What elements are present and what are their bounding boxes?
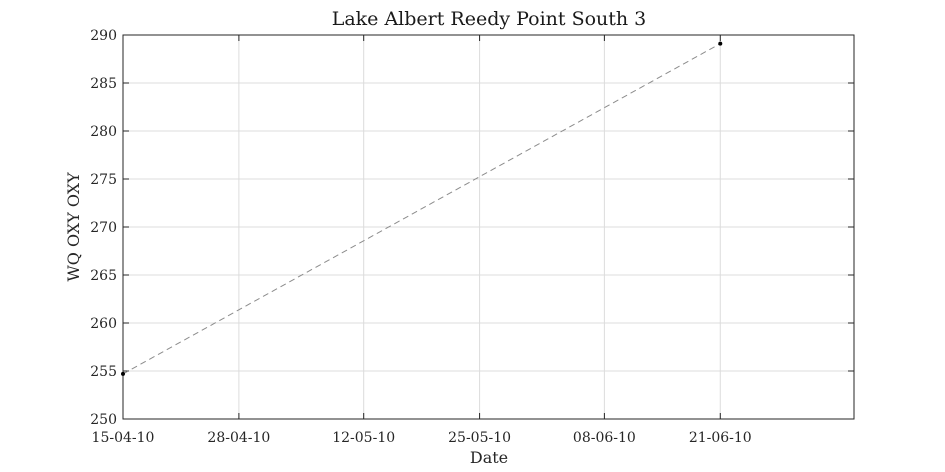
- y-tick-label: 285: [90, 76, 117, 92]
- x-tick-label: 15-04-10: [92, 430, 155, 446]
- x-tick-label: 25-05-10: [448, 430, 511, 446]
- y-axis-label: WQ OXY OXY: [64, 172, 83, 282]
- x-tick-label: 12-05-10: [332, 430, 395, 446]
- y-tick-label: 255: [90, 364, 117, 380]
- y-tick-label: 260: [90, 316, 117, 332]
- y-tick-label: 280: [90, 124, 117, 140]
- series-line: [122, 43, 721, 375]
- y-tick-label: 265: [90, 268, 117, 284]
- y-tick-label: 270: [90, 220, 117, 236]
- x-tick-label: 08-06-10: [573, 430, 636, 446]
- data-point: [718, 41, 723, 46]
- x-tick-label: 28-04-10: [207, 430, 270, 446]
- series-layer: [121, 41, 723, 376]
- x-tick-label: 21-06-10: [689, 430, 752, 446]
- chart-title: Lake Albert Reedy Point South 3: [332, 8, 647, 30]
- axis-ticks: 250 255 260 265 270 275 280 285 290 15-04-10 28-04…: [90, 28, 854, 446]
- y-tick-label: 250: [90, 412, 117, 428]
- y-tick-label: 290: [90, 28, 117, 44]
- x-axis-label: Date: [470, 448, 508, 467]
- data-point: [121, 371, 125, 376]
- y-tick-label: 275: [90, 172, 117, 188]
- grid: [122, 34, 854, 420]
